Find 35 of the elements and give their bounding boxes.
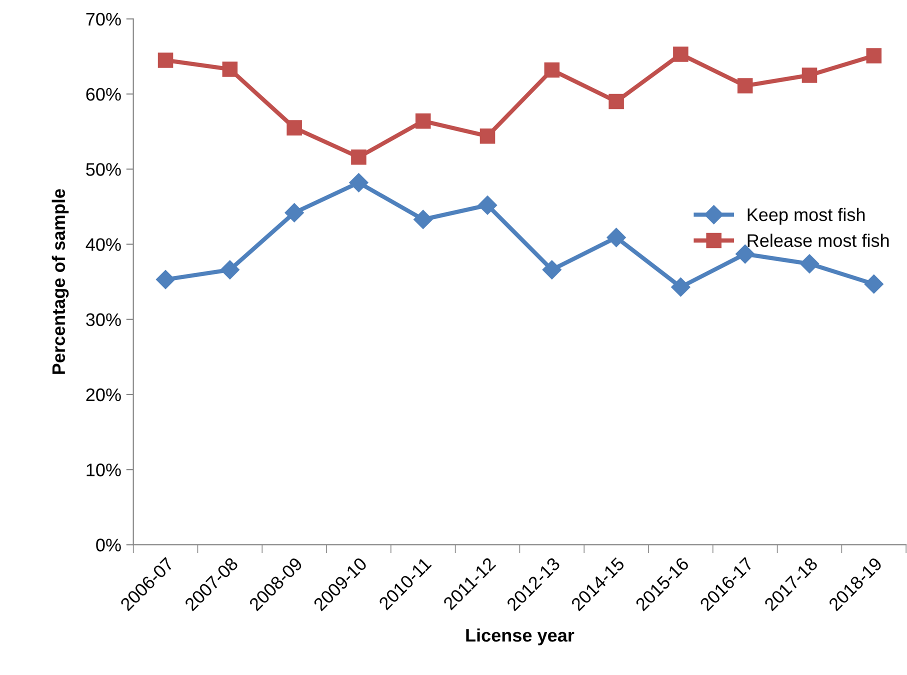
point	[737, 78, 753, 94]
y-tick-label: 30%	[86, 313, 121, 326]
point	[349, 173, 368, 192]
y-tick-label: 10%	[86, 464, 121, 476]
point	[158, 52, 174, 68]
point	[608, 94, 624, 110]
point	[544, 62, 560, 78]
point	[542, 260, 562, 280]
point	[414, 210, 433, 229]
point	[156, 270, 176, 290]
y-tick-label: 20%	[86, 388, 121, 402]
point	[284, 203, 304, 222]
point	[606, 228, 626, 248]
point	[480, 128, 496, 144]
point	[351, 149, 366, 165]
point	[220, 260, 240, 280]
point	[866, 48, 882, 64]
point	[800, 254, 820, 274]
point	[864, 274, 884, 294]
point	[802, 68, 818, 83]
x-axis-title: License year	[466, 628, 574, 646]
legend-label: Keep most fish	[748, 208, 865, 225]
point	[478, 196, 498, 215]
point	[286, 120, 302, 136]
legend-label: Release most fish	[748, 234, 889, 248]
y-tick-label: 60%	[86, 88, 121, 101]
y-tick-label: 50%	[86, 163, 121, 176]
point	[222, 62, 238, 77]
point	[673, 46, 688, 62]
y-tick-label: 70%	[86, 12, 121, 26]
y-tick-label: 0%	[96, 538, 121, 552]
point	[415, 113, 431, 129]
y-tick-label: 40%	[86, 238, 121, 251]
point	[671, 278, 690, 297]
y-axis-title: Percentage of sample	[52, 189, 69, 374]
